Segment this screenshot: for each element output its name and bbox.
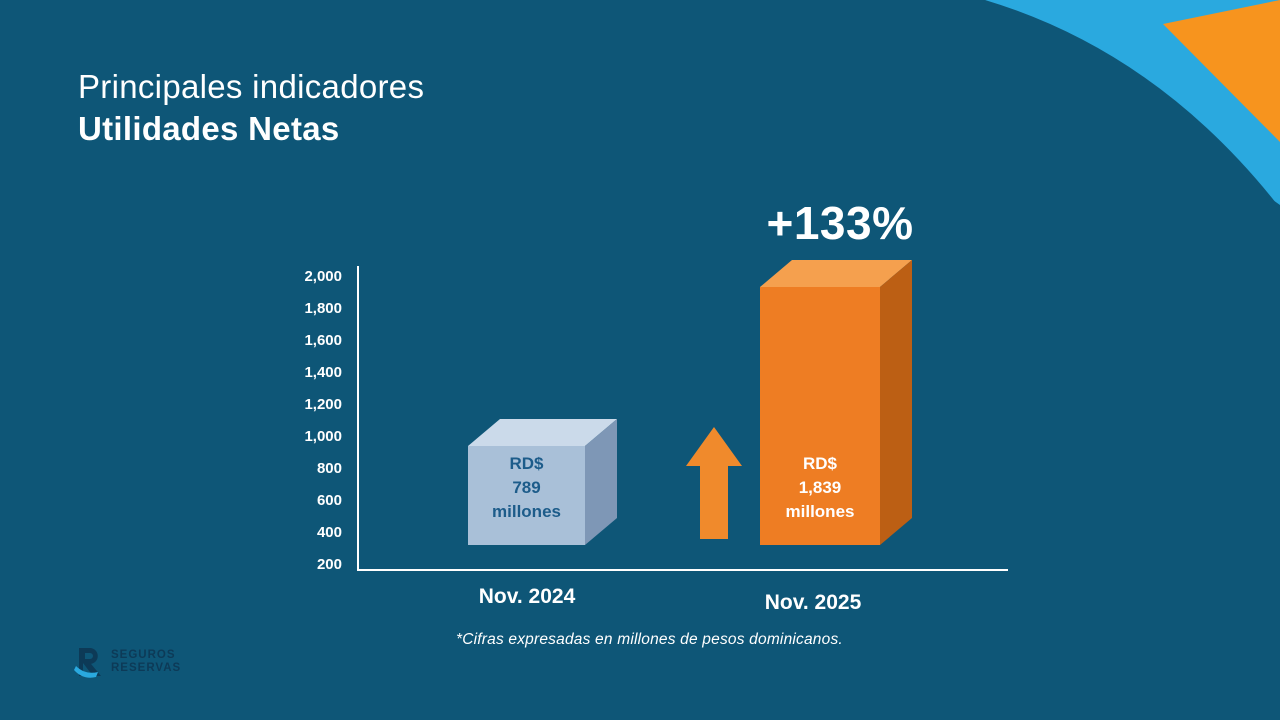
ytick-1000: 1,000 — [304, 428, 342, 445]
ytick-400: 400 — [316, 524, 342, 541]
page-title: Principales indicadores — [78, 68, 425, 105]
bar-2024-currency: RD$ — [509, 454, 544, 473]
bar-2024-unit: millones — [492, 502, 561, 521]
ytick-800: 800 — [316, 460, 342, 477]
company-logo: SEGUROS RESERVAS — [74, 646, 181, 678]
corner-orange-shape — [1163, 0, 1280, 142]
logo-line1: SEGUROS — [111, 649, 176, 661]
ytick-2000: 2,000 — [304, 268, 342, 285]
growth-arrow-icon — [686, 427, 742, 539]
bar-2024-top-face — [468, 419, 617, 446]
ytick-1800: 1,800 — [304, 300, 342, 317]
category-label-2024: Nov. 2024 — [478, 585, 576, 608]
ytick-600: 600 — [316, 492, 342, 509]
title-block: Principales indicadores Utilidades Netas — [78, 66, 424, 150]
bar-2025-currency: RD$ — [802, 454, 837, 473]
bar-2024-front-face — [468, 446, 585, 545]
bar-2024-value-label: RD$ 789 millones — [468, 452, 585, 524]
bar-2024-side-face — [585, 419, 617, 545]
bar-2025-top-face — [760, 260, 912, 287]
growth-annotation: +133% — [766, 197, 914, 249]
bar-2025-side-face — [880, 260, 912, 545]
logo-icon — [74, 648, 101, 678]
category-label-2025: Nov. 2025 — [764, 591, 862, 614]
page-subtitle: Utilidades Netas — [78, 110, 340, 147]
footnote: *Cifras expresadas en millones de pesos … — [456, 631, 843, 648]
bar-2025-unit: millones — [785, 502, 855, 521]
bar-2025-amount: 1,839 — [798, 478, 842, 497]
logo-line2: RESERVAS — [111, 662, 182, 674]
ytick-1400: 1,400 — [304, 364, 342, 381]
bar-2025-front-face — [760, 287, 880, 545]
ytick-1200: 1,200 — [304, 396, 342, 413]
ytick-200: 200 — [316, 556, 342, 573]
ytick-1600: 1,600 — [304, 332, 342, 349]
logo-text: SEGUROS RESERVAS — [111, 649, 181, 675]
bar-2025-value-label: RD$ 1,839 millones — [760, 452, 880, 524]
bar-2024-amount: 789 — [512, 478, 541, 497]
